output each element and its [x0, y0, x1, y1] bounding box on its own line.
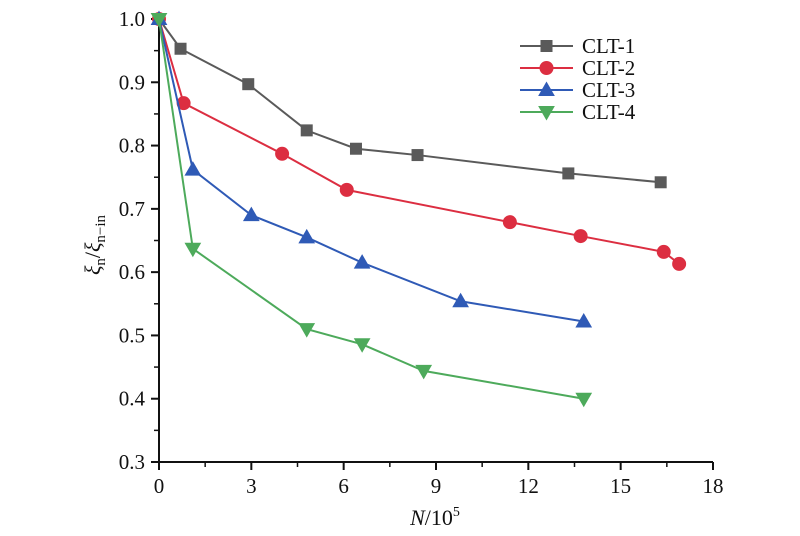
data-point	[654, 176, 667, 189]
legend-label: CLT-1	[582, 34, 635, 58]
y-tick-label: 1.0	[119, 7, 145, 31]
series-line	[158, 18, 584, 323]
y-tick-label: 0.8	[119, 134, 145, 158]
data-point	[298, 228, 316, 244]
series-line	[158, 18, 680, 265]
legend-label: CLT-4	[582, 100, 636, 124]
y-axis-label-sep: /	[80, 251, 105, 258]
data-point	[150, 13, 168, 28]
y-tick-label: 0.7	[119, 197, 145, 221]
legend-label: CLT-2	[582, 56, 635, 80]
x-tick-label: 15	[610, 474, 631, 498]
data-point	[575, 313, 593, 328]
y-axis-label-den-sub: n−in	[93, 214, 109, 242]
data-point	[184, 242, 202, 258]
legend-marker	[540, 40, 553, 52]
series-line	[158, 18, 584, 400]
data-point	[242, 206, 260, 222]
x-axis-label-var: N	[409, 505, 426, 530]
x-axis-label-exp: 5	[453, 505, 460, 520]
y-tick-label: 0.9	[119, 70, 145, 94]
x-tick-label: 18	[703, 474, 724, 498]
data-point	[562, 167, 575, 180]
data-point	[415, 364, 433, 380]
data-point	[353, 338, 371, 353]
x-axis-label: N/105	[409, 505, 460, 530]
data-point	[672, 256, 687, 271]
data-point	[502, 215, 517, 230]
x-tick-label: 12	[518, 474, 539, 498]
legend-item-clt-3: CLT-3	[520, 78, 635, 102]
legend-item-clt-2: CLT-2	[520, 56, 635, 80]
x-tick-label: 9	[431, 474, 442, 498]
legend-marker	[538, 106, 555, 121]
data-point	[242, 78, 255, 91]
x-axis-label-base: /10	[425, 505, 453, 530]
x-tick-label: 3	[246, 474, 257, 498]
legend-marker	[538, 81, 555, 96]
legend-item-clt-1: CLT-1	[520, 34, 635, 58]
data-point	[300, 124, 313, 137]
y-tick-label: 0.6	[119, 260, 145, 284]
data-point	[575, 392, 593, 408]
data-point	[349, 142, 362, 155]
legend-label: CLT-3	[582, 78, 635, 102]
tick-labels: 0 3 6 9 12 15 18 0.3 0.4 0.5 0.6 0.7 0.8 0.9 1.0	[119, 7, 724, 498]
legend-marker	[539, 61, 554, 75]
data-point	[184, 161, 202, 176]
data-point	[275, 146, 290, 161]
data-point	[298, 323, 316, 338]
data-point	[573, 229, 588, 244]
y-tick-label: 0.4	[119, 387, 146, 411]
x-tick-label: 0	[154, 474, 165, 498]
y-axis-label-num-sub: n	[93, 258, 109, 266]
series-layer	[150, 10, 687, 408]
y-axis-label-den: ξ	[80, 242, 105, 252]
series-clt-3	[150, 10, 593, 328]
y-axis-label-num: ξ	[80, 265, 105, 275]
series-clt-1	[153, 13, 667, 189]
data-point	[452, 292, 469, 308]
y-tick-label: 0.3	[119, 450, 145, 474]
series-clt-4	[150, 13, 593, 408]
y-tick-label: 0.5	[119, 323, 145, 347]
series-line	[158, 18, 661, 184]
data-point	[339, 182, 354, 197]
data-point	[353, 254, 371, 269]
data-point	[174, 42, 187, 55]
tick-marks	[151, 18, 714, 470]
data-point	[411, 149, 424, 162]
data-point	[656, 244, 671, 259]
y-axis-label: ξn/ξn−in	[80, 214, 109, 275]
legend-item-clt-4: CLT-4	[520, 100, 636, 124]
x-tick-label: 6	[338, 474, 349, 498]
